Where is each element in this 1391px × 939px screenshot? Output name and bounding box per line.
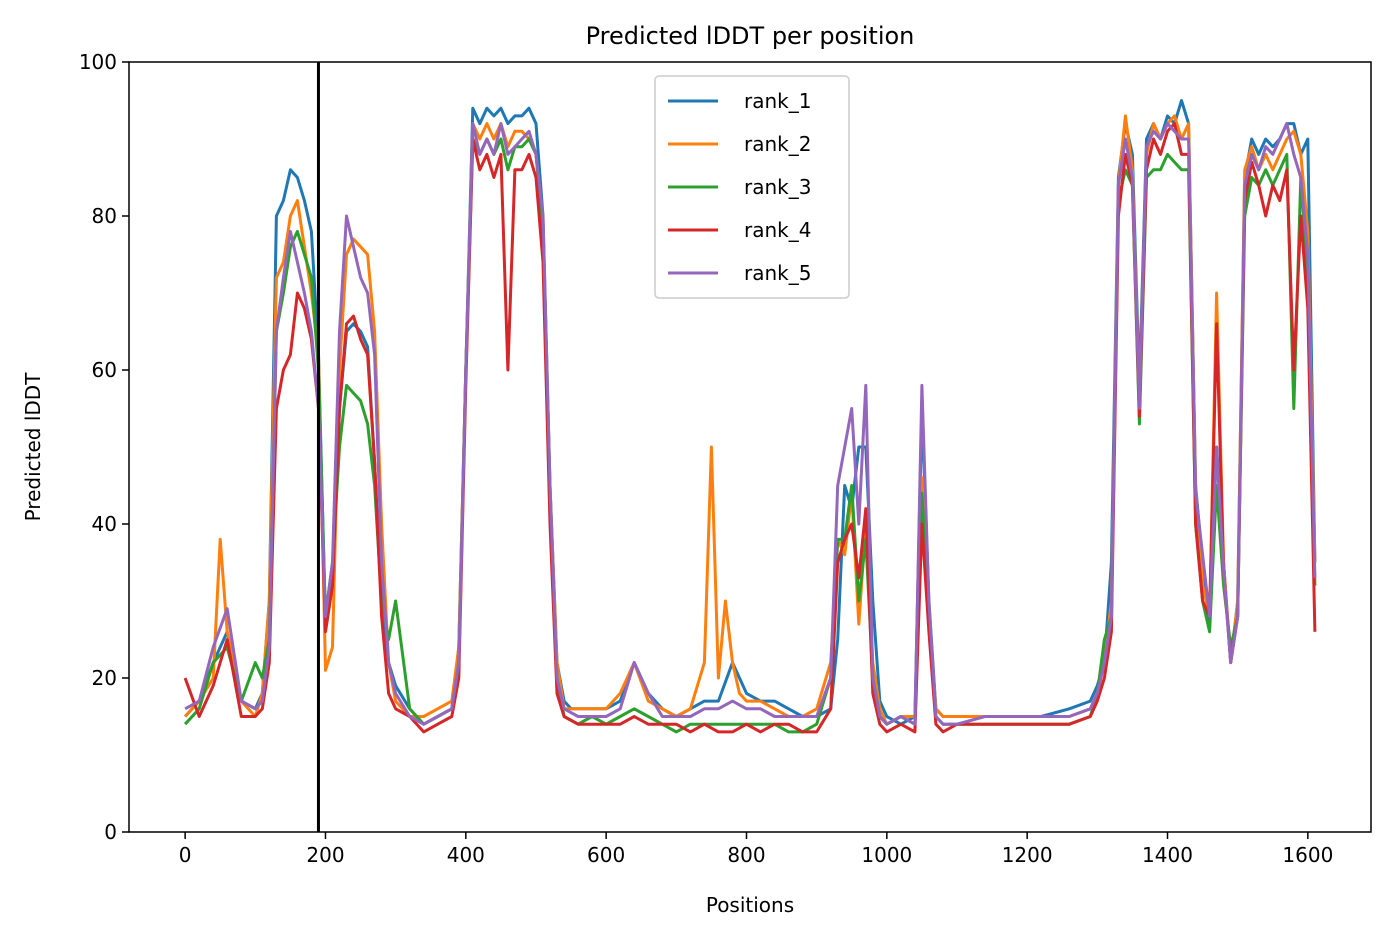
x-axis-label: Positions [706,893,794,917]
y-tick-label: 60 [92,358,117,382]
series-line-rank-5 [184,122,1317,726]
series-lines [183,99,1317,734]
y-tick-label: 0 [104,820,117,844]
x-tick-label: 1000 [861,843,912,867]
legend-label-rank-5: rank_5 [744,261,811,285]
y-tick-label: 80 [92,204,117,228]
x-axis: 0 200 400 600 800 1000 1200 1400 1600 [179,832,1333,867]
x-tick-label: 400 [447,843,485,867]
plot-area [128,61,1372,833]
legend-label-rank-1: rank_1 [744,89,811,113]
y-tick-label: 20 [92,666,117,690]
y-tick-label: 100 [79,50,117,74]
x-tick-label: 600 [587,843,625,867]
series-line-rank-4 [183,122,1317,734]
x-tick-label: 800 [727,843,765,867]
chart-title: Predicted lDDT per position [586,22,915,50]
x-tick-label: 200 [306,843,344,867]
y-tick-label: 40 [92,512,117,536]
x-tick-label: 1400 [1142,843,1193,867]
plot-frame [128,61,1372,833]
legend-label-rank-2: rank_2 [744,132,811,156]
y-axis-label: Predicted lDDT [21,372,45,522]
legend-label-rank-4: rank_4 [744,218,811,242]
x-tick-label: 1200 [1002,843,1053,867]
legend-box [654,75,850,299]
x-tick-label: 0 [179,843,192,867]
series-line-rank-2 [183,114,1317,726]
legend: rank_1 rank_2 rank_3 rank_4 rank_5 [654,75,850,299]
x-tick-label: 1600 [1282,843,1333,867]
legend-label-rank-3: rank_3 [744,175,811,199]
y-axis: 0 20 40 60 80 100 [79,50,129,844]
